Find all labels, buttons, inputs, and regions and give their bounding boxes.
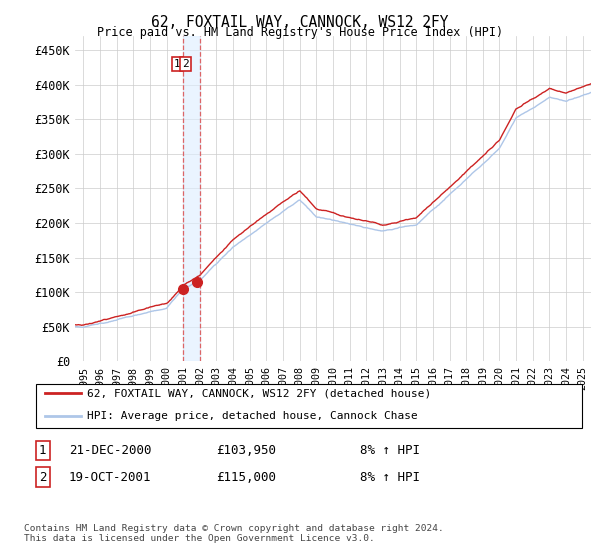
Text: 21-DEC-2000: 21-DEC-2000 xyxy=(69,444,151,458)
Text: 8% ↑ HPI: 8% ↑ HPI xyxy=(360,444,420,458)
Text: Contains HM Land Registry data © Crown copyright and database right 2024.
This d: Contains HM Land Registry data © Crown c… xyxy=(24,524,444,543)
Text: 2: 2 xyxy=(182,59,189,69)
Text: HPI: Average price, detached house, Cannock Chase: HPI: Average price, detached house, Cann… xyxy=(87,410,418,421)
Text: 1: 1 xyxy=(39,444,47,458)
Text: 8% ↑ HPI: 8% ↑ HPI xyxy=(360,470,420,484)
Text: 62, FOXTAIL WAY, CANNOCK, WS12 2FY (detached house): 62, FOXTAIL WAY, CANNOCK, WS12 2FY (deta… xyxy=(87,388,431,398)
Text: 19-OCT-2001: 19-OCT-2001 xyxy=(69,470,151,484)
Text: 2: 2 xyxy=(39,470,47,484)
Text: £103,950: £103,950 xyxy=(216,444,276,458)
Text: 1: 1 xyxy=(174,59,181,69)
Text: 62, FOXTAIL WAY, CANNOCK, WS12 2FY: 62, FOXTAIL WAY, CANNOCK, WS12 2FY xyxy=(151,15,449,30)
Text: Price paid vs. HM Land Registry's House Price Index (HPI): Price paid vs. HM Land Registry's House … xyxy=(97,26,503,39)
Text: £115,000: £115,000 xyxy=(216,470,276,484)
Bar xyxy=(183,36,200,361)
